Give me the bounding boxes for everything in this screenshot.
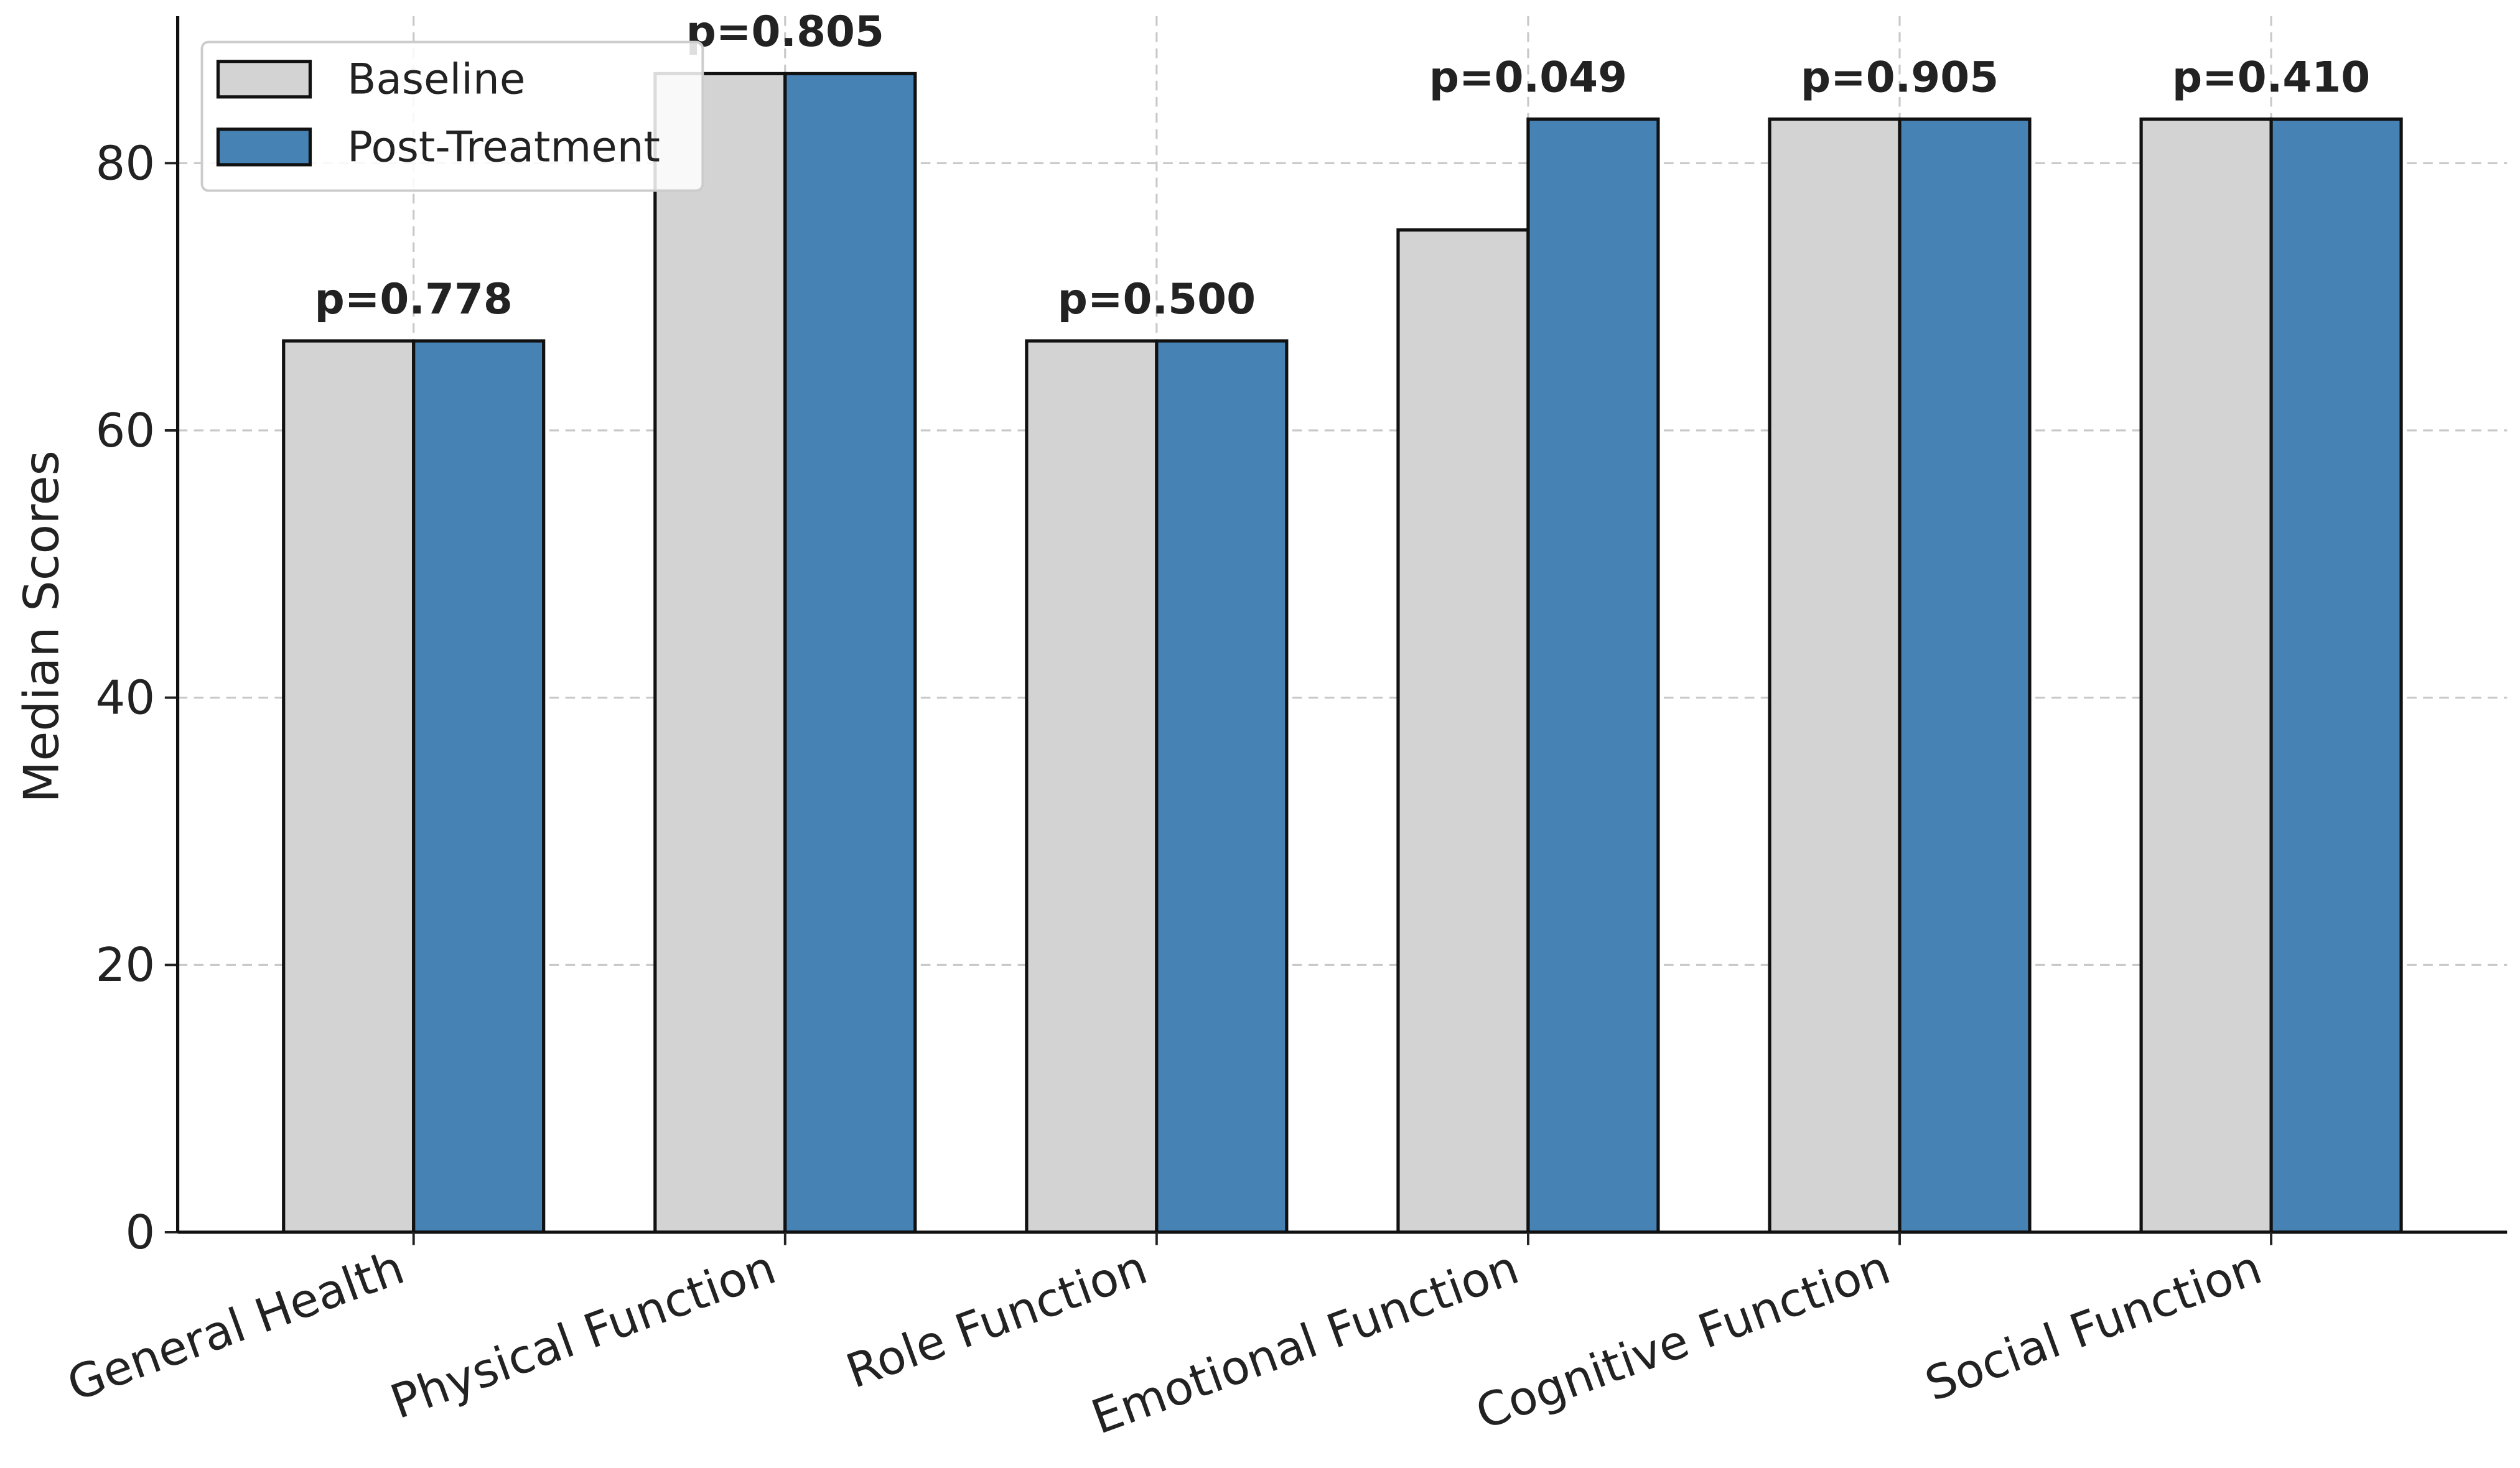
x-tick-label: General Health bbox=[60, 1240, 411, 1412]
y-tick-label: 60 bbox=[95, 403, 155, 458]
bar bbox=[2139, 117, 2273, 1234]
legend-swatch bbox=[216, 60, 312, 99]
y-tick-label: 20 bbox=[95, 937, 155, 992]
legend-label: Post-Treatment bbox=[347, 123, 660, 172]
y-tick-label: 0 bbox=[125, 1205, 155, 1260]
p-value-label: p=0.905 bbox=[1801, 52, 1999, 101]
bar bbox=[783, 72, 917, 1234]
bar bbox=[282, 339, 416, 1234]
bar bbox=[1025, 339, 1159, 1234]
p-value-label: p=0.500 bbox=[1058, 274, 1256, 323]
bar bbox=[412, 339, 546, 1234]
bar bbox=[1768, 117, 1902, 1234]
x-tick-label: Physical Function bbox=[383, 1240, 782, 1429]
bar bbox=[2269, 117, 2403, 1234]
legend-swatch bbox=[216, 128, 312, 167]
p-value-label: p=0.778 bbox=[315, 274, 513, 323]
x-tick-label: Role Function bbox=[839, 1240, 1154, 1399]
legend-box bbox=[200, 40, 704, 192]
p-value-label: p=0.805 bbox=[686, 7, 884, 56]
y-axis-label: Median Scores bbox=[14, 450, 70, 803]
y-tick-label: 80 bbox=[95, 136, 155, 190]
bar bbox=[1898, 117, 2032, 1234]
legend-label: Baseline bbox=[347, 55, 525, 104]
x-tick-label: Social Function bbox=[1918, 1240, 2269, 1412]
bar bbox=[653, 72, 787, 1234]
x-tick-label: Emotional Function bbox=[1085, 1240, 1526, 1445]
bar bbox=[1155, 339, 1289, 1234]
p-value-label: p=0.410 bbox=[2172, 52, 2370, 101]
y-tick-label: 40 bbox=[95, 671, 155, 725]
bar bbox=[1526, 117, 1660, 1234]
p-value-label: p=0.049 bbox=[1429, 52, 1627, 101]
x-tick-label: Cognitive Function bbox=[1469, 1240, 1897, 1440]
bar bbox=[1396, 228, 1530, 1234]
